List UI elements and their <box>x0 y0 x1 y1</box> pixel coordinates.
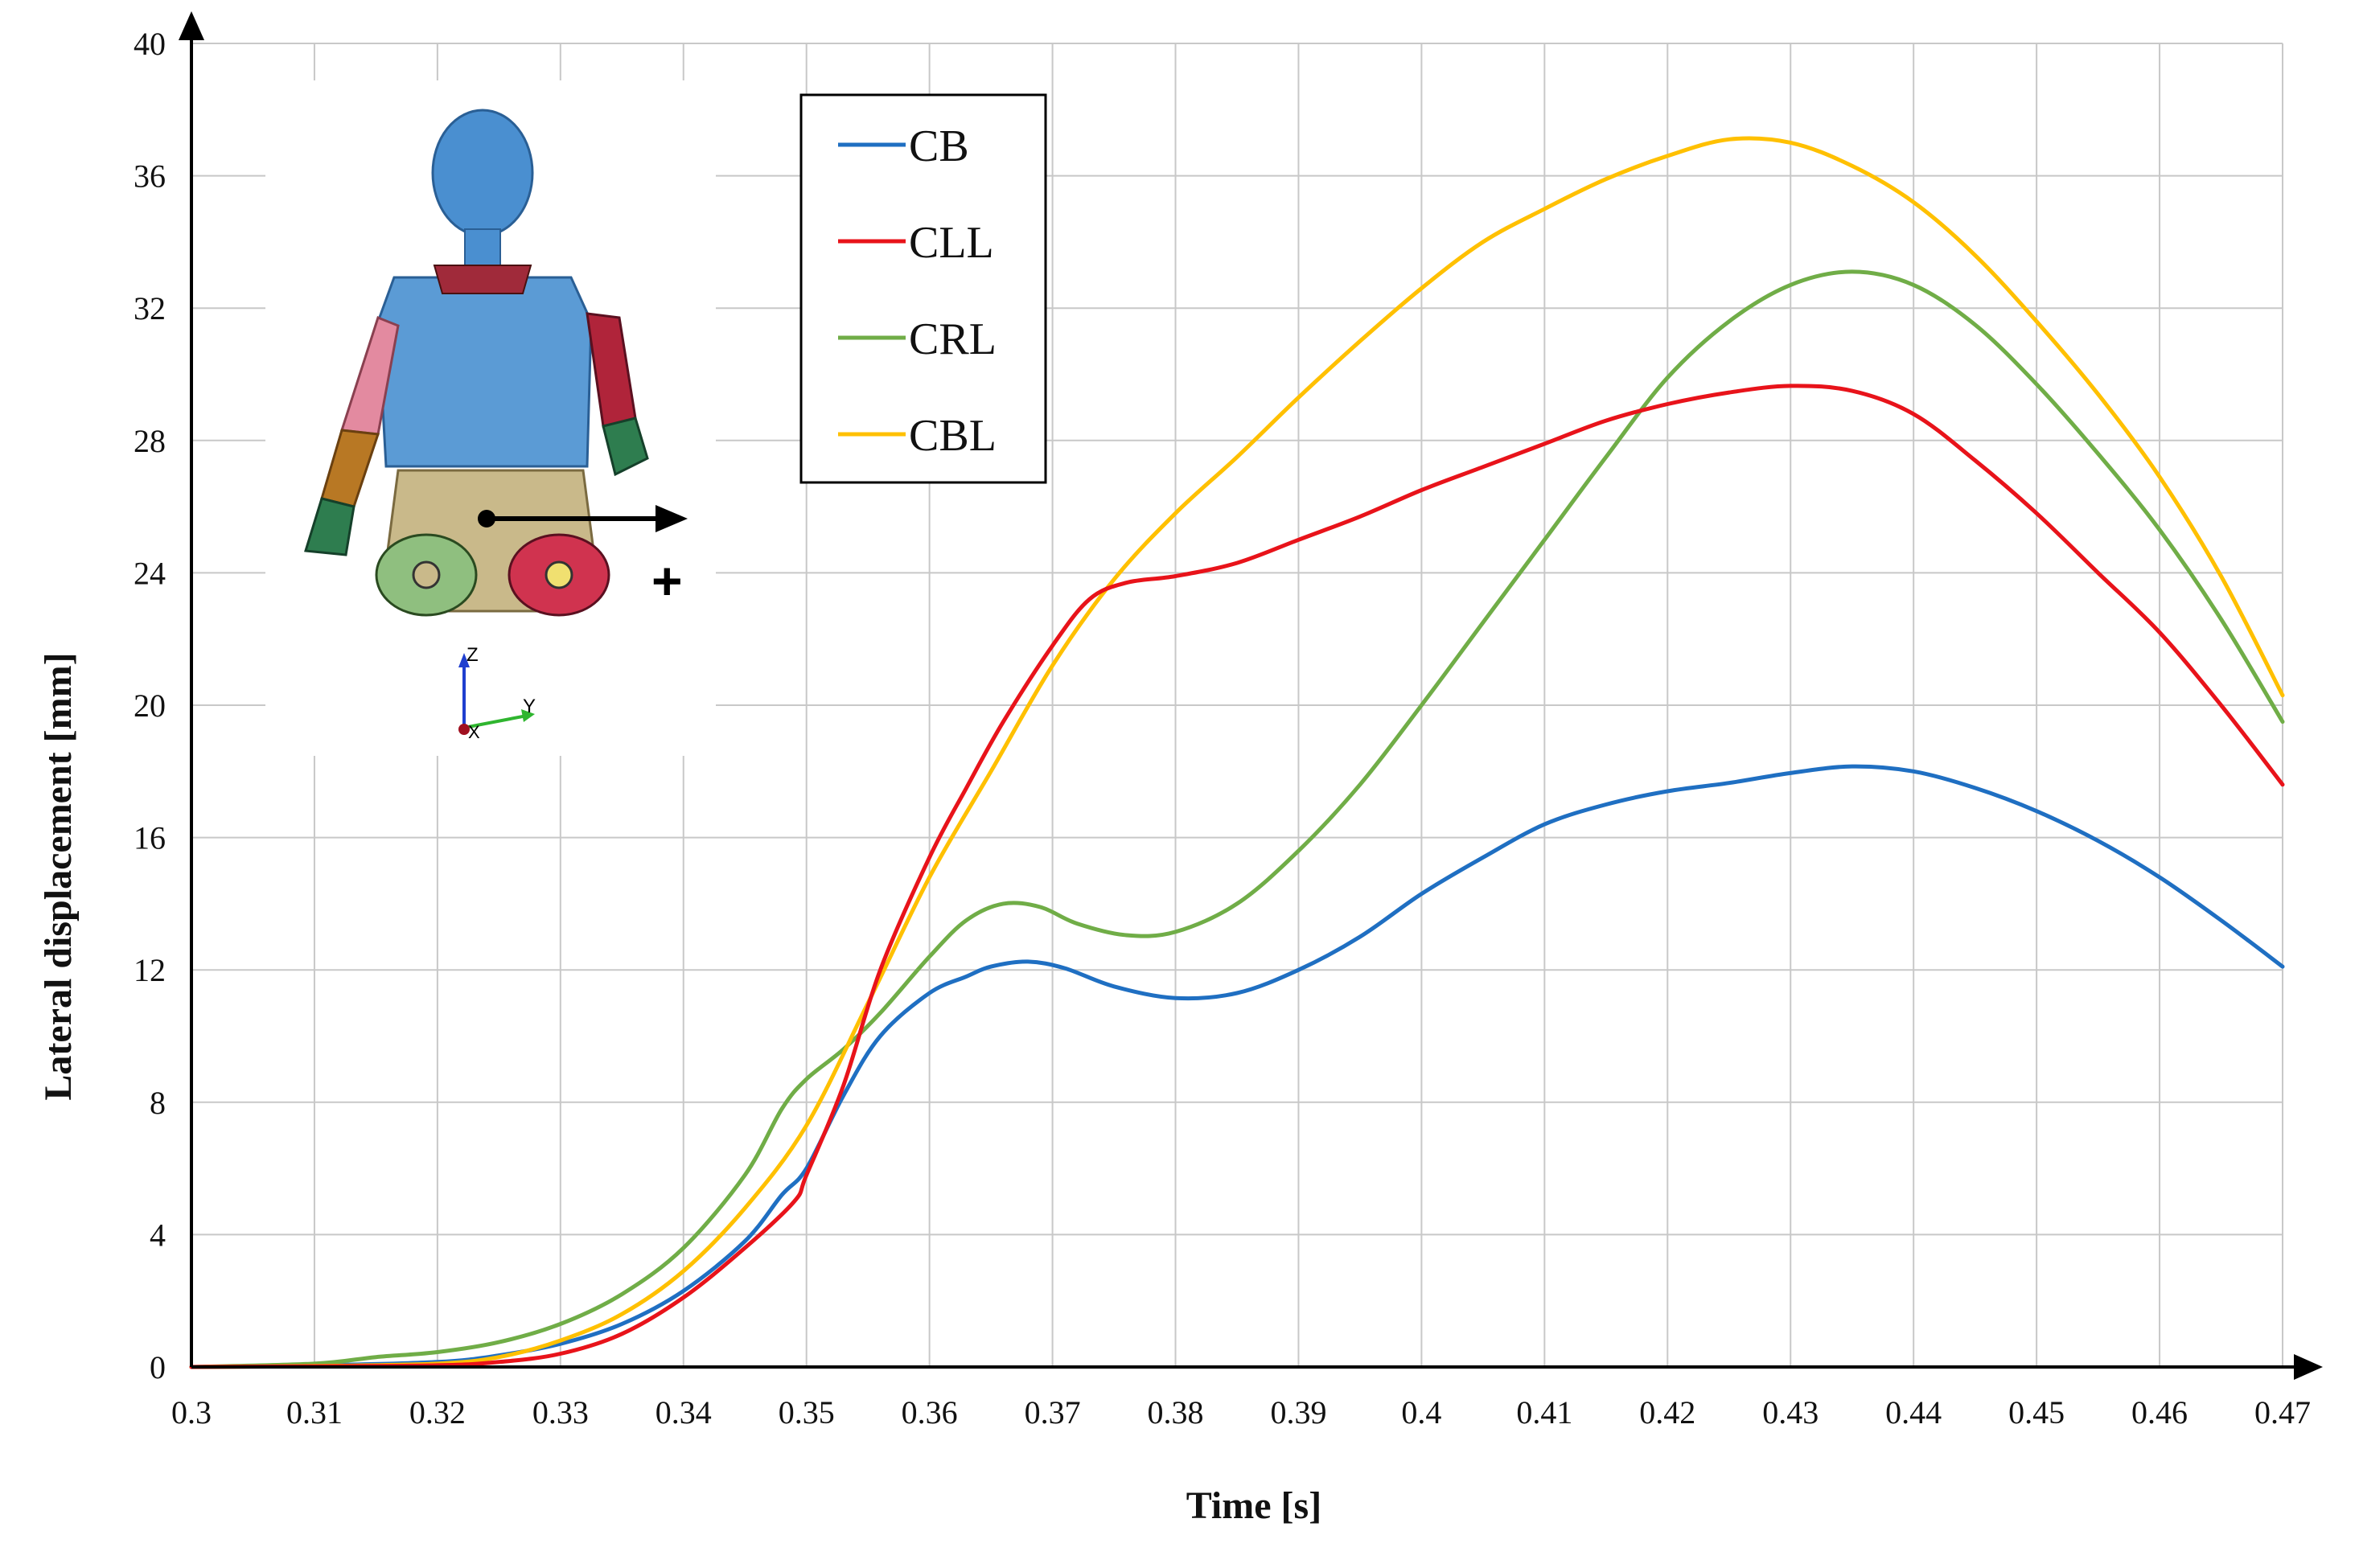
x-tick-label: 0.46 <box>2131 1394 2188 1430</box>
legend-label-cbl: CBL <box>909 411 997 461</box>
direction-sign: + <box>651 551 683 610</box>
x-tick-label: 0.32 <box>409 1394 466 1430</box>
legend: CB CLL CRL CBL <box>799 93 1047 484</box>
x-tick-label: 0.42 <box>1639 1394 1695 1430</box>
y-tick-label: 32 <box>134 290 166 326</box>
x-axis-arrow <box>2294 1354 2323 1380</box>
x-tick-label: 0.35 <box>779 1394 835 1430</box>
y-tick-label: 12 <box>134 952 166 988</box>
x-tick-label: 0.34 <box>656 1394 712 1430</box>
series-line-cll <box>189 384 2285 1369</box>
axes: 0.3 0.31 0.32 0.33 0.34 0.35 0.36 0.37 0.38 0.39 0… <box>134 11 2323 1430</box>
y-tick-label: 28 <box>134 423 166 459</box>
series-line-cbl <box>189 136 2285 1369</box>
x-tick-label: 0.3 <box>171 1394 212 1430</box>
y-tick-label: 36 <box>134 158 166 195</box>
x-tick-label: 0.45 <box>2008 1394 2065 1430</box>
y-tick-label: 8 <box>150 1085 166 1121</box>
x-tick-label: 0.44 <box>1885 1394 1942 1430</box>
axis-x-label: X <box>468 722 480 742</box>
x-tick-label: 0.37 <box>1025 1394 1081 1430</box>
x-tick-label: 0.4 <box>1401 1394 1441 1430</box>
y-axis-title: Lateral displacement [mm] <box>37 652 80 1100</box>
legend-label-crl: CRL <box>909 314 997 364</box>
x-tick-label: 0.38 <box>1148 1394 1204 1430</box>
x-tick-label: 0.33 <box>532 1394 589 1430</box>
y-axis-arrow <box>179 11 204 40</box>
axis-z-label: Z <box>466 644 479 666</box>
x-axis-title: Time [s] <box>1186 1484 1321 1527</box>
y-tick-label: 16 <box>134 820 166 856</box>
legend-label-cb: CB <box>909 121 969 171</box>
y-tick-label: 24 <box>134 555 166 591</box>
x-tick-label: 0.43 <box>1762 1394 1819 1430</box>
y-tick-label: 20 <box>134 688 166 724</box>
y-tick-label: 40 <box>134 26 166 62</box>
x-tick-label: 0.31 <box>286 1394 343 1430</box>
legend-label-cll: CLL <box>909 218 994 268</box>
y-tick-label: 0 <box>150 1349 166 1385</box>
x-tick-label: 0.47 <box>2254 1394 2311 1430</box>
series-line-crl <box>189 269 2285 1369</box>
series-line-cb <box>189 764 2285 1369</box>
legend-box <box>799 93 1047 484</box>
dummy-illustration: + Z Y X <box>265 80 716 756</box>
axis-y-label: Y <box>523 696 536 717</box>
x-tick-label: 0.39 <box>1270 1394 1326 1430</box>
y-tick-label: 4 <box>150 1217 166 1253</box>
x-tick-label: 0.36 <box>902 1394 958 1430</box>
x-tick-label: 0.41 <box>1516 1394 1572 1430</box>
series <box>189 136 2285 1369</box>
